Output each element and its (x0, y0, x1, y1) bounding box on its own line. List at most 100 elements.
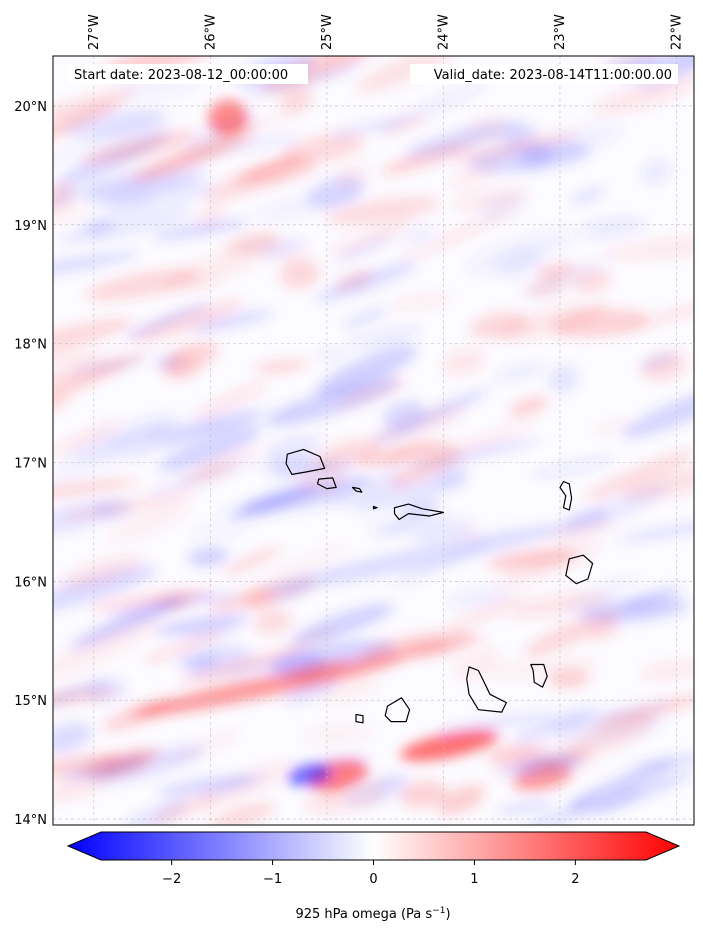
longitude-ticks: 27°W 26°W 25°W 24°W 23°W 22°W (87, 14, 685, 50)
field-blob (381, 115, 428, 134)
field-blob (60, 490, 197, 520)
colorbar-tick-label: −1 (263, 872, 282, 887)
field-blob (180, 463, 234, 485)
field-blob (254, 360, 309, 373)
field-blob (421, 423, 535, 462)
lon-tick-label: 23°W (553, 14, 568, 50)
omega-field (53, 56, 694, 825)
field-blob (615, 520, 694, 542)
field-blob (261, 239, 306, 259)
lon-tick-label: 27°W (87, 14, 102, 50)
start-date-box (68, 64, 308, 84)
field-blob (487, 548, 578, 570)
field-blob (570, 188, 606, 204)
field-blob (314, 438, 382, 468)
field-blob (547, 364, 579, 394)
field-blob (388, 451, 464, 487)
island-coastline (372, 505, 378, 510)
field-blob (53, 421, 122, 456)
field-blob (53, 89, 140, 124)
field-blob (442, 349, 485, 375)
field-blob (53, 203, 87, 222)
colorbar-tick-label: 1 (470, 872, 478, 887)
field-blob (354, 441, 455, 467)
field-blob (53, 478, 139, 501)
field-blob (315, 345, 418, 398)
field-blob (53, 318, 134, 354)
field-blob (325, 196, 440, 225)
field-blob (130, 299, 244, 344)
field-blob (86, 268, 200, 301)
field-blob (531, 456, 614, 478)
colorbar-label-end: ) (445, 907, 450, 922)
field-blob (536, 750, 595, 768)
field-blob (53, 722, 93, 753)
colorbar-bar (66, 831, 681, 861)
start-date-label: Start date: 2023-08-12_00:00:00 (74, 68, 288, 83)
field-blob (244, 545, 348, 595)
island-coastline (393, 503, 444, 521)
field-blob (226, 133, 302, 152)
field-feature (287, 764, 332, 786)
field-blob (261, 456, 322, 470)
field-blob (255, 189, 360, 221)
field-blob (329, 218, 416, 256)
colorbar-tick-label: −2 (162, 872, 181, 887)
island-coastline (559, 480, 573, 511)
field-blob (109, 593, 218, 619)
island-coastline (355, 713, 364, 724)
island-coastline (384, 697, 411, 723)
lat-tick-label: 17°N (14, 456, 47, 471)
field-blob (580, 217, 647, 238)
field-blob (552, 309, 650, 338)
field-blob (565, 713, 655, 758)
field-blob (477, 192, 526, 223)
colorbar-tick-label: 2 (571, 872, 579, 887)
field-blob (53, 784, 103, 804)
field-blob (639, 352, 678, 370)
field-blob (355, 56, 455, 93)
field-blob (91, 745, 206, 785)
field-blob (157, 774, 257, 797)
field-blob (343, 307, 390, 328)
field-blob (438, 712, 554, 734)
field-blob (450, 162, 501, 187)
field-blob (157, 428, 260, 472)
field-blob (190, 525, 245, 540)
field-blob (405, 119, 524, 158)
field-blob (641, 160, 672, 184)
field-blob (629, 752, 694, 769)
lat-tick-label: 16°N (14, 575, 47, 590)
field-blob (494, 364, 544, 381)
valid-date-box (410, 64, 678, 84)
lon-tick-label: 22°W (670, 14, 685, 50)
field-blob (360, 775, 389, 791)
field-blob (498, 302, 609, 341)
field-blob (302, 725, 373, 744)
field-blob (281, 133, 365, 164)
field-blob (621, 384, 694, 438)
field-blob (518, 144, 553, 167)
field-blob (362, 630, 479, 661)
field-blob (152, 219, 249, 240)
field-blob (59, 207, 195, 244)
latitude-ticks: 14°N 15°N 16°N 17°N 18°N 19°N 20°N (14, 100, 47, 828)
field-blob (563, 510, 608, 526)
field-blob (402, 225, 437, 247)
field-blob (291, 603, 394, 645)
field-blob (194, 203, 228, 226)
field-blob (620, 292, 694, 332)
field-blob (399, 780, 448, 808)
field-blob (550, 522, 616, 544)
field-blob (382, 400, 425, 429)
field-blob (223, 547, 282, 575)
field-blob (124, 418, 225, 462)
lon-tick-label: 25°W (320, 14, 335, 50)
field-blob (151, 793, 217, 825)
field-blob (136, 122, 263, 182)
field-blob (60, 555, 144, 589)
field-blob (81, 130, 197, 165)
field-blob (529, 122, 624, 160)
field-blob (53, 183, 75, 209)
